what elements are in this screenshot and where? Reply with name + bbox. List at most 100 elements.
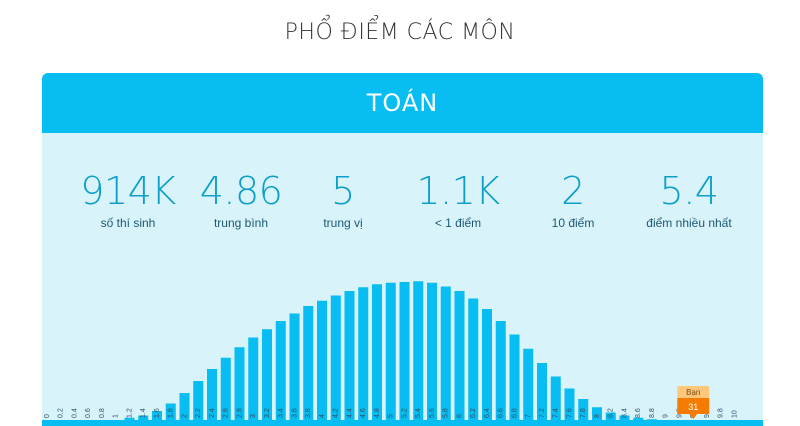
histogram-bar[interactable] — [330, 295, 341, 421]
chart-baseline — [42, 420, 763, 426]
histogram-bar[interactable] — [385, 282, 396, 420]
x-tick-label: 1.6 — [154, 408, 161, 418]
histogram-bar[interactable] — [248, 337, 259, 421]
stat-value: 4.86 — [199, 169, 283, 213]
histogram-bar[interactable] — [344, 291, 355, 420]
x-tick-label: 7.6 — [566, 408, 573, 418]
stat-label: 10 điểm — [551, 216, 595, 230]
histogram-bar[interactable] — [468, 298, 479, 421]
histogram-bar[interactable] — [262, 329, 272, 420]
stat-ten-points: 2 10 điểm — [508, 169, 638, 230]
histogram-bar[interactable] — [413, 281, 424, 420]
x-tick-label: 1 — [113, 414, 120, 418]
histogram-bar[interactable] — [289, 313, 300, 421]
x-tick-label: 4.2 — [333, 408, 340, 418]
histogram-bar[interactable] — [138, 415, 149, 421]
histogram-bar[interactable] — [193, 381, 204, 420]
x-tick-label: 7 — [525, 414, 532, 418]
x-tick-label: 2.2 — [195, 408, 202, 418]
histogram-bar[interactable] — [372, 284, 382, 420]
x-tick-label: 3 — [250, 414, 257, 418]
marker-label: Bạn — [686, 388, 700, 397]
histogram-bar[interactable] — [440, 286, 451, 421]
histogram-bar[interactable] — [633, 417, 644, 420]
your-score-marker[interactable]: Bạn 31 — [677, 386, 710, 419]
histogram-bar[interactable] — [179, 393, 190, 420]
x-tick-label: 4 — [319, 414, 326, 418]
x-tick-label: 6.6 — [498, 408, 505, 418]
x-tick-label: 6.8 — [511, 408, 518, 418]
histogram-bar[interactable] — [275, 321, 286, 420]
x-tick-label: 8.8 — [649, 408, 656, 418]
x-tick-label: 9 — [663, 414, 670, 418]
histogram-bar[interactable] — [303, 306, 314, 420]
x-tick-label: 2.4 — [209, 408, 216, 418]
x-tick-label: 6.2 — [470, 408, 477, 418]
x-tick-label: 2.8 — [236, 408, 243, 418]
x-tick-label: 5.8 — [443, 408, 450, 418]
histogram-bar[interactable] — [124, 417, 135, 420]
stat-value: 914K — [80, 169, 176, 213]
histogram-bar[interactable] — [234, 347, 245, 420]
x-tick-label: 6.4 — [484, 408, 491, 418]
histogram-bar[interactable] — [454, 291, 465, 420]
stat-label: điểm nhiều nhất — [646, 216, 732, 230]
histogram-bar[interactable] — [495, 321, 506, 420]
histogram-bar[interactable] — [592, 407, 602, 420]
stat-label: số thí sinh — [100, 216, 156, 230]
stat-value: 5 — [331, 169, 355, 213]
x-tick-label: 4.8 — [374, 408, 381, 418]
histogram-bar[interactable] — [427, 282, 437, 420]
histogram-bar[interactable] — [619, 415, 630, 421]
x-tick-label: 1.8 — [168, 408, 175, 418]
stat-label: trung bình — [213, 216, 269, 230]
stat-candidates: 914K số thí sinh — [63, 169, 193, 230]
x-tick-label: 8 — [594, 414, 601, 418]
x-tick-label: 0.8 — [99, 408, 106, 418]
x-tick-label: 7.2 — [539, 408, 546, 418]
marker-value: 31 — [688, 402, 698, 412]
histogram-bar[interactable] — [399, 282, 410, 420]
x-tick-label: 3.6 — [291, 408, 298, 418]
x-tick-label: 0 — [44, 414, 51, 418]
x-tick-label: 3.2 — [264, 408, 271, 418]
histogram-bar[interactable] — [482, 309, 492, 420]
histogram-bar[interactable] — [358, 287, 369, 420]
stat-average: 4.86 trung bình — [176, 169, 306, 230]
x-tick-label: 1.2 — [126, 408, 133, 418]
x-tick-label: 1.4 — [140, 408, 147, 418]
x-tick-label: 7.8 — [580, 408, 587, 418]
histogram-bar[interactable] — [317, 300, 327, 420]
x-tick-label: 0.6 — [85, 408, 92, 418]
histogram-bar[interactable] — [220, 357, 231, 420]
histogram-bar[interactable] — [523, 348, 534, 420]
x-tick-label: 9.8 — [718, 408, 725, 418]
histogram-bar[interactable] — [578, 399, 589, 420]
x-tick-label: 8.4 — [621, 408, 628, 418]
stat-below-one: 1.1K < 1 điểm — [393, 169, 523, 230]
histogram-bar[interactable] — [605, 412, 616, 421]
x-tick-label: 5.2 — [401, 408, 408, 418]
x-tick-label: 3.4 — [278, 408, 285, 418]
subject-card: TOÁN 914K số thí sinh 4.86 trung bình 5 … — [42, 73, 763, 426]
x-tick-label: 3.8 — [305, 408, 312, 418]
x-tick-label: 0.2 — [58, 408, 65, 418]
x-tick-label: 6 — [456, 414, 463, 418]
stat-value: 1.1K — [416, 169, 500, 213]
page-heading: PHỔ ĐIỂM CÁC MÔN — [284, 20, 516, 45]
histogram-bar[interactable] — [207, 369, 217, 420]
x-tick-label: 4.6 — [360, 408, 367, 418]
histogram-bar[interactable] — [509, 334, 520, 421]
x-tick-label: 10 — [731, 410, 738, 418]
histogram-bar[interactable] — [165, 403, 176, 421]
stat-median: 5 trung vị — [278, 169, 408, 230]
score-distribution-chart: 0 0.2 0.4 0.6 0.8 1 1.2 1.4 1.6 1.8 2 2.2 2.4 2.6 2.8 3… — [42, 281, 763, 426]
stat-mode: 5.4 điểm nhiều nhất — [624, 169, 754, 230]
stat-value: 5.4 — [659, 169, 719, 213]
histogram-bar[interactable] — [537, 363, 547, 420]
histogram-bar[interactable] — [550, 376, 561, 421]
x-tick-label: 2.6 — [223, 408, 230, 418]
histogram-bar[interactable] — [564, 388, 575, 421]
histogram-bar[interactable] — [152, 411, 162, 420]
histogram-bar[interactable] — [647, 419, 657, 420]
